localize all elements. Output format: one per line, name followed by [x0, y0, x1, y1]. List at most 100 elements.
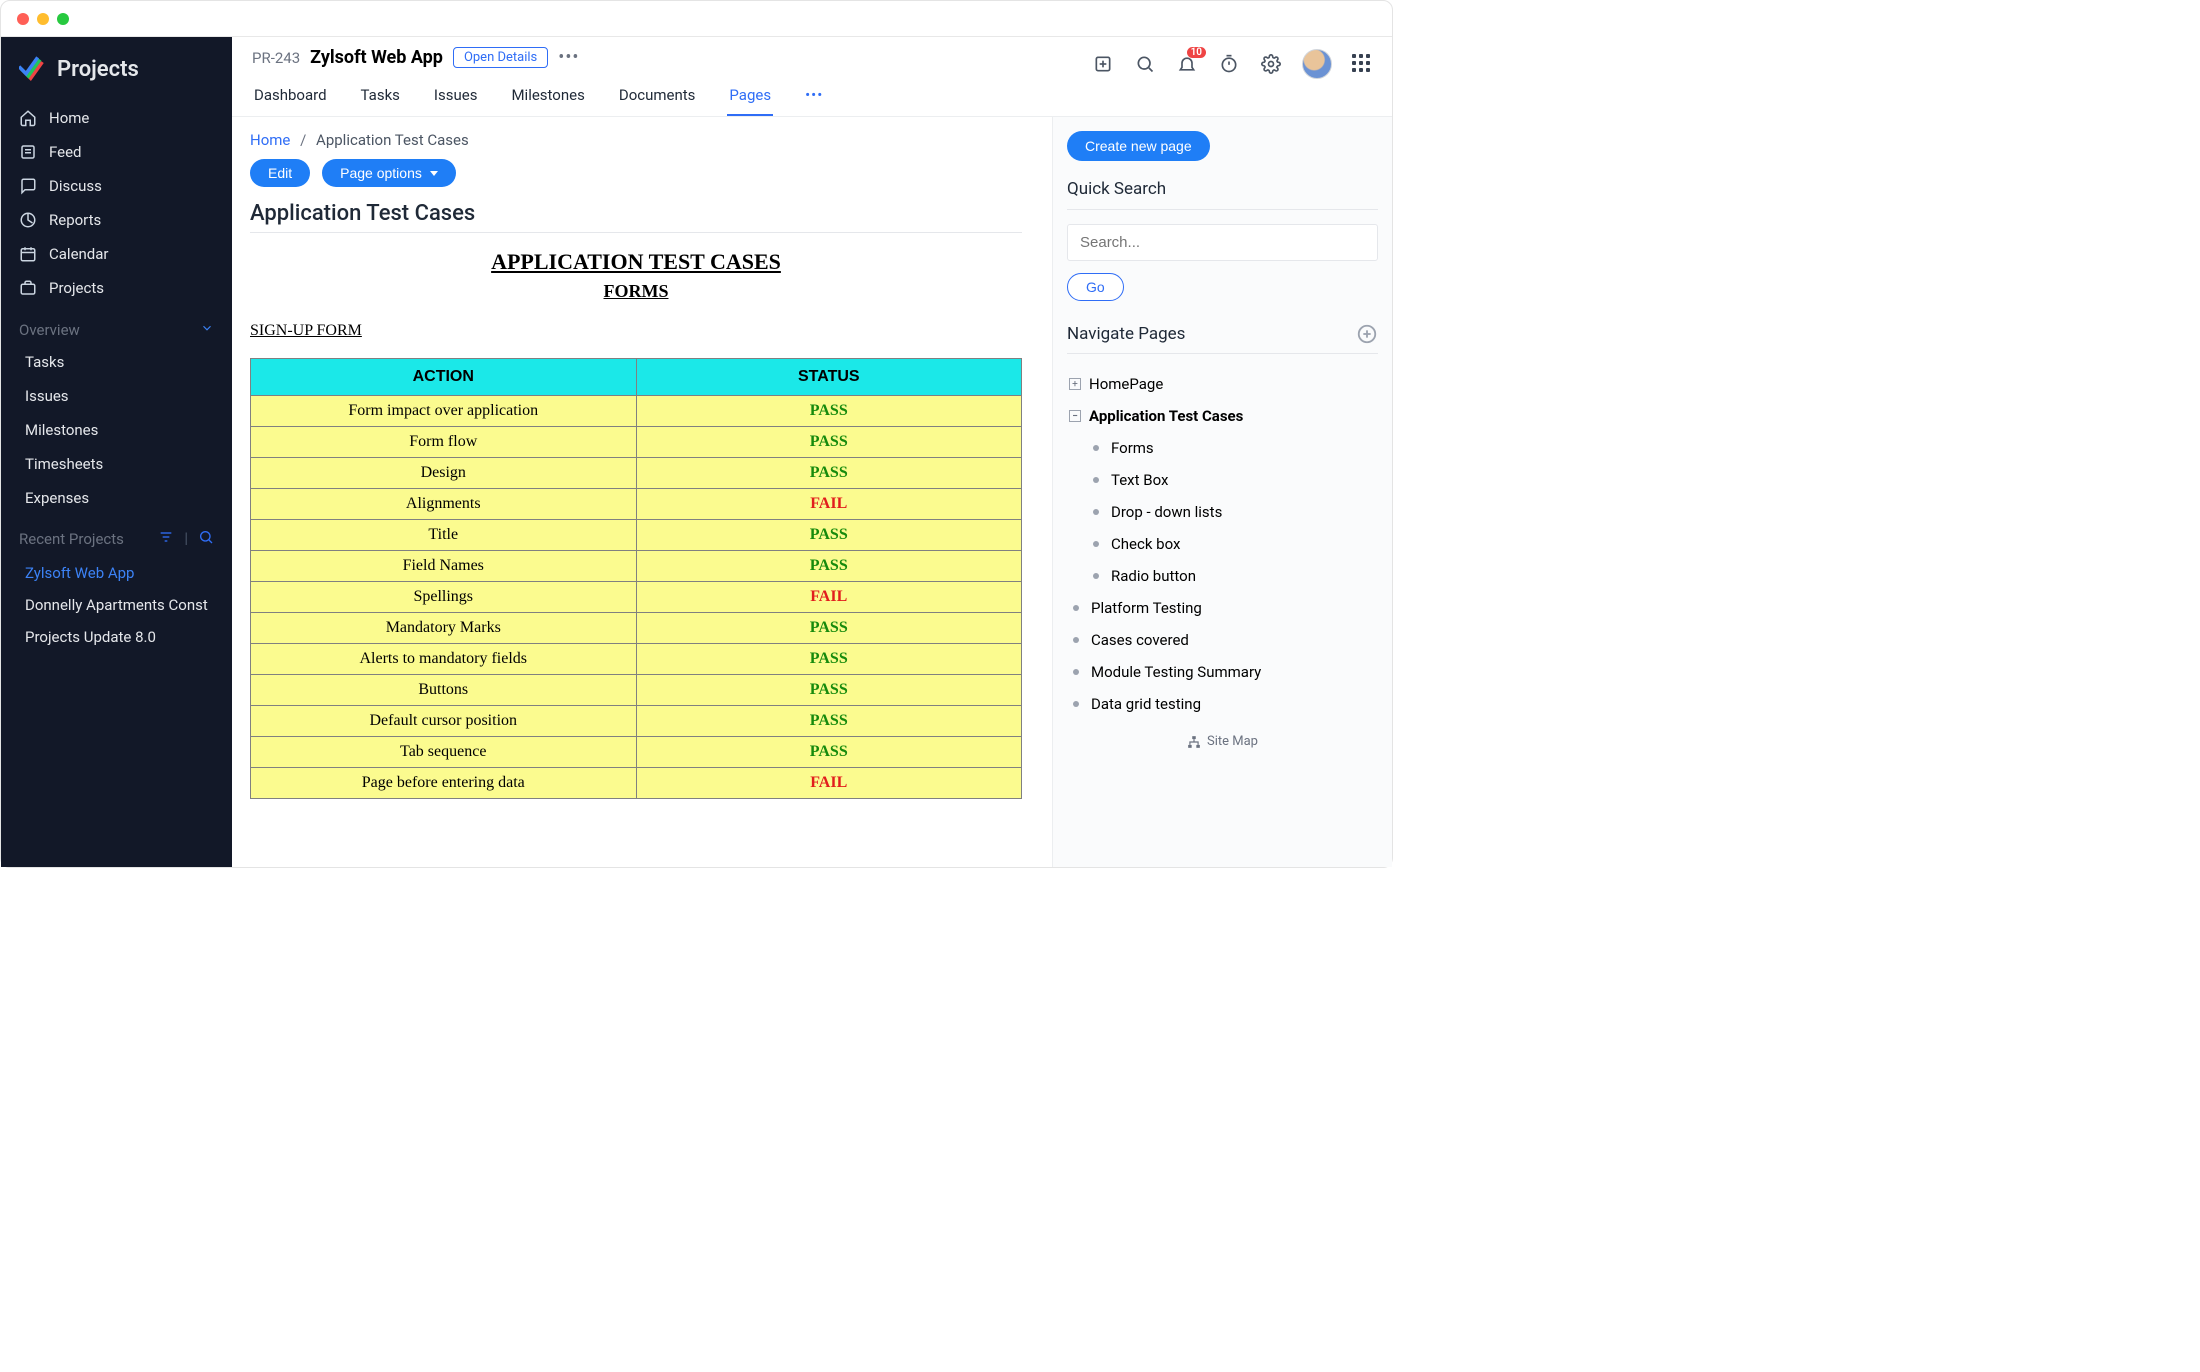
search-input[interactable]: [1067, 224, 1378, 261]
table-cell-status: PASS: [636, 644, 1022, 675]
recent-project-item[interactable]: Projects Update 8.0: [1, 621, 232, 653]
table-cell-status: FAIL: [636, 582, 1022, 613]
window-max-dot[interactable]: [57, 13, 69, 25]
table-row: Default cursor positionPASS: [251, 706, 1022, 737]
breadcrumb-home[interactable]: Home: [250, 131, 290, 149]
sidebar-item-feed[interactable]: Feed: [1, 135, 232, 169]
table-cell-action: Design: [251, 458, 637, 489]
table-cell-status: FAIL: [636, 489, 1022, 520]
table-row: AlignmentsFAIL: [251, 489, 1022, 520]
feed-icon: [19, 143, 37, 161]
sidebar-item-milestones[interactable]: Milestones: [1, 413, 232, 447]
search-icon[interactable]: [198, 529, 214, 549]
table-cell-action: Page before entering data: [251, 768, 637, 799]
tree-child[interactable]: Forms: [1067, 432, 1378, 464]
tree-node-label: Cases covered: [1091, 631, 1189, 649]
tab-dashboard[interactable]: Dashboard: [252, 78, 329, 116]
more-options-icon[interactable]: •••: [558, 47, 579, 68]
table-cell-action: Field Names: [251, 551, 637, 582]
sidebar-item-discuss[interactable]: Discuss: [1, 169, 232, 203]
sidebar-item-reports[interactable]: Reports: [1, 203, 232, 237]
table-cell-action: Form flow: [251, 427, 637, 458]
table-row: Form impact over applicationPASS: [251, 396, 1022, 427]
tree-node[interactable]: −Application Test Cases: [1067, 400, 1378, 432]
window-min-dot[interactable]: [37, 13, 49, 25]
tree-child[interactable]: Drop - down lists: [1067, 496, 1378, 528]
window-close-dot[interactable]: [17, 13, 29, 25]
chevron-down-icon: [200, 321, 214, 339]
bullet-icon: [1073, 701, 1079, 707]
tab-pages[interactable]: Pages: [727, 78, 773, 116]
tab-milestones[interactable]: Milestones: [509, 78, 586, 116]
sidebar-item-calendar[interactable]: Calendar: [1, 237, 232, 271]
add-icon[interactable]: [1092, 53, 1114, 75]
tree-child[interactable]: Check box: [1067, 528, 1378, 560]
bullet-icon: [1093, 541, 1099, 547]
table-cell-action: Mandatory Marks: [251, 613, 637, 644]
sitemap-link[interactable]: Site Map: [1067, 720, 1378, 753]
collapse-icon[interactable]: −: [1069, 410, 1081, 422]
sidebar-item-label: Timesheets: [25, 455, 103, 473]
expand-icon[interactable]: +: [1069, 378, 1081, 390]
home-icon: [19, 109, 37, 127]
projects-icon: [19, 279, 37, 297]
tree-node[interactable]: Data grid testing: [1067, 688, 1378, 720]
sidebar-item-issues[interactable]: Issues: [1, 379, 232, 413]
user-avatar[interactable]: [1302, 49, 1332, 79]
recent-project-item[interactable]: Donnelly Apartments Const: [1, 589, 232, 621]
search-icon[interactable]: [1134, 53, 1156, 75]
right-panel: Create new page Quick Search Go Navigate…: [1052, 117, 1392, 867]
table-header: ACTION: [251, 359, 637, 396]
recent-project-item[interactable]: Zylsoft Web App: [1, 557, 232, 589]
tree-node[interactable]: Platform Testing: [1067, 592, 1378, 624]
brand-label: Projects: [57, 57, 139, 82]
notifications-icon[interactable]: 10: [1176, 53, 1198, 75]
open-details-button[interactable]: Open Details: [453, 47, 548, 68]
sidebar-item-label: Tasks: [25, 353, 64, 371]
table-row: Field NamesPASS: [251, 551, 1022, 582]
sidebar-item-projects[interactable]: Projects: [1, 271, 232, 305]
edit-button[interactable]: Edit: [250, 159, 310, 187]
table-row: Tab sequencePASS: [251, 737, 1022, 768]
tab-documents[interactable]: Documents: [617, 78, 698, 116]
tree-child-label: Text Box: [1111, 471, 1168, 489]
document-area: Home / Application Test Cases Edit Page …: [232, 117, 1052, 867]
sidebar-item-timesheets[interactable]: Timesheets: [1, 447, 232, 481]
table-cell-action: Form impact over application: [251, 396, 637, 427]
sidebar-overview-heading[interactable]: Overview: [1, 309, 232, 345]
go-button[interactable]: Go: [1067, 273, 1124, 301]
table-cell-action: Title: [251, 520, 637, 551]
sitemap-label: Site Map: [1207, 734, 1258, 749]
table-cell-status: PASS: [636, 675, 1022, 706]
tab-tasks[interactable]: Tasks: [359, 78, 402, 116]
sidebar-item-label: Expenses: [25, 489, 89, 507]
tree-child[interactable]: Radio button: [1067, 560, 1378, 592]
sidebar-item-expenses[interactable]: Expenses: [1, 481, 232, 515]
apps-grid-icon[interactable]: [1352, 54, 1372, 74]
tab-issues[interactable]: Issues: [432, 78, 480, 116]
table-row: Page before entering dataFAIL: [251, 768, 1022, 799]
add-page-icon[interactable]: [1356, 323, 1378, 345]
table-row: Mandatory MarksPASS: [251, 613, 1022, 644]
breadcrumb-current: Application Test Cases: [316, 131, 469, 149]
timer-icon[interactable]: [1218, 53, 1240, 75]
tabs-more-icon[interactable]: •••: [803, 78, 825, 116]
tree-child[interactable]: Text Box: [1067, 464, 1378, 496]
tree-node-label: Module Testing Summary: [1091, 663, 1261, 681]
sidebar-item-home[interactable]: Home: [1, 101, 232, 135]
tree-node-label: Application Test Cases: [1089, 407, 1243, 425]
table-cell-action: Tab sequence: [251, 737, 637, 768]
sidebar-item-tasks[interactable]: Tasks: [1, 345, 232, 379]
table-cell-action: Spellings: [251, 582, 637, 613]
bullet-icon: [1073, 637, 1079, 643]
settings-icon[interactable]: [1260, 53, 1282, 75]
notification-badge: 10: [1187, 47, 1206, 58]
tree-node[interactable]: +HomePage: [1067, 368, 1378, 400]
bullet-icon: [1073, 669, 1079, 675]
create-page-button[interactable]: Create new page: [1067, 131, 1210, 161]
tree-node[interactable]: Module Testing Summary: [1067, 656, 1378, 688]
filter-icon[interactable]: [158, 529, 174, 549]
tree-node[interactable]: Cases covered: [1067, 624, 1378, 656]
table-cell-status: PASS: [636, 520, 1022, 551]
page-options-button[interactable]: Page options: [322, 159, 456, 187]
